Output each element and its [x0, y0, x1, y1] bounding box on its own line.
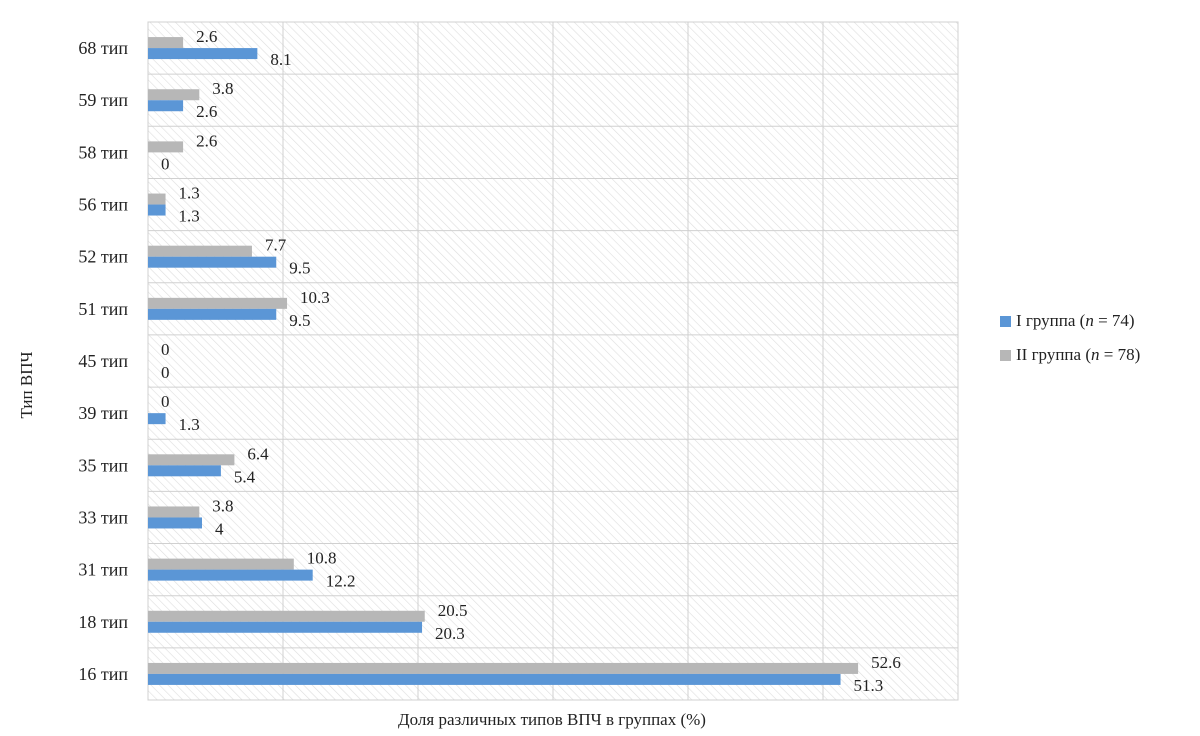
data-label-group-1: 12.2: [326, 572, 356, 591]
data-label-group-2: 6.4: [247, 444, 269, 463]
data-label-group-2: 2.6: [196, 131, 217, 150]
bar-group-1: [148, 48, 258, 60]
data-label-group-1: 1.3: [179, 207, 200, 226]
bar-group-1: [148, 308, 277, 320]
data-label-group-1: 9.5: [289, 259, 310, 278]
category-tick-label: 68 тип: [78, 38, 128, 58]
bar-group-1: [148, 621, 423, 633]
legend-item-group-1: I группа (n = 74): [1000, 310, 1140, 332]
data-label-group-1: 4: [215, 519, 224, 538]
bar-group-1: [148, 204, 166, 216]
data-label-group-2: 20.5: [438, 601, 468, 620]
data-label-group-1: 0: [161, 154, 170, 173]
category-tick-label: 31 тип: [78, 560, 128, 580]
bar-group-1: [148, 256, 277, 268]
legend-swatch-group-2: [1000, 349, 1011, 361]
data-label-group-1: 2.6: [196, 102, 217, 121]
data-label-group-2: 3.8: [212, 79, 233, 98]
data-label-group-2: 2.6: [196, 27, 217, 46]
bar-group-2: [148, 89, 200, 101]
bar-group-2: [148, 37, 184, 49]
data-labels: 2.68.13.82.62.601.31.37.79.510.39.50001.…: [161, 27, 901, 695]
legend-item-group-2: II группа (n = 78): [1000, 344, 1140, 366]
bar-group-1: [148, 413, 166, 425]
data-label-group-2: 52.6: [871, 653, 901, 672]
category-tick-label: 56 тип: [78, 195, 128, 215]
category-tick-label: 51 тип: [78, 299, 128, 319]
bar-group-1: [148, 673, 841, 685]
data-label-group-1: 8.1: [270, 50, 291, 69]
category-tick-label: 59 тип: [78, 90, 128, 110]
legend-n-group-2: 78: [1117, 345, 1135, 364]
data-label-group-2: 3.8: [212, 496, 233, 515]
category-tick-label: 16 тип: [78, 664, 128, 684]
category-tick-label: 58 тип: [78, 142, 128, 162]
bar-group-1: [148, 100, 184, 112]
category-tick-label: 45 тип: [78, 351, 128, 371]
legend-label-group-2: II группа: [1016, 345, 1082, 364]
bar-group-1: [148, 465, 221, 477]
data-label-group-2: 0: [161, 392, 170, 411]
bar-group-2: [148, 506, 200, 518]
bar-group-2: [148, 558, 294, 570]
data-label-group-1: 0: [161, 363, 170, 382]
data-label-group-2: 1.3: [179, 184, 200, 203]
legend-label-group-1: I группа: [1016, 311, 1076, 330]
bar-group-2: [148, 454, 235, 466]
data-label-group-1: 5.4: [234, 467, 256, 486]
data-label-group-1: 9.5: [289, 311, 310, 330]
bar-group-1: [148, 517, 202, 529]
category-tick-label: 39 тип: [78, 403, 128, 423]
data-label-group-1: 51.3: [854, 676, 884, 695]
legend-swatch-group-1: [1000, 315, 1011, 327]
bar-group-2: [148, 245, 252, 257]
category-ticks: 68 тип 59 тип 58 тип 56 тип 52 тип 51 тип 45 т…: [78, 38, 128, 684]
bar-group-2: [148, 297, 288, 309]
bar-group-2: [148, 141, 184, 153]
y-axis-title: Тип ВПЧ: [17, 351, 36, 418]
x-axis-title: Доля различных типов ВПЧ в группах (%): [398, 710, 706, 729]
category-tick-label: 33 тип: [78, 507, 128, 527]
data-label-group-1: 1.3: [179, 415, 200, 434]
category-tick-label: 52 тип: [78, 247, 128, 267]
category-tick-label: 35 тип: [78, 455, 128, 475]
data-label-group-2: 7.7: [265, 236, 287, 255]
data-label-group-2: 10.3: [300, 288, 330, 307]
legend-n-group-1: 74: [1111, 311, 1129, 330]
data-label-group-2: 10.8: [307, 549, 337, 568]
bar-group-1: [148, 569, 313, 581]
bar-group-2: [148, 193, 166, 205]
bar-group-2: [148, 610, 425, 622]
data-label-group-2: 0: [161, 340, 170, 359]
gridlines: [147, 21, 959, 701]
data-label-group-1: 20.3: [435, 624, 465, 643]
legend: I группа (n = 74) II группа (n = 78): [1000, 310, 1140, 378]
category-tick-label: 18 тип: [78, 612, 128, 632]
bar-group-2: [148, 662, 859, 674]
bars: [148, 37, 859, 685]
